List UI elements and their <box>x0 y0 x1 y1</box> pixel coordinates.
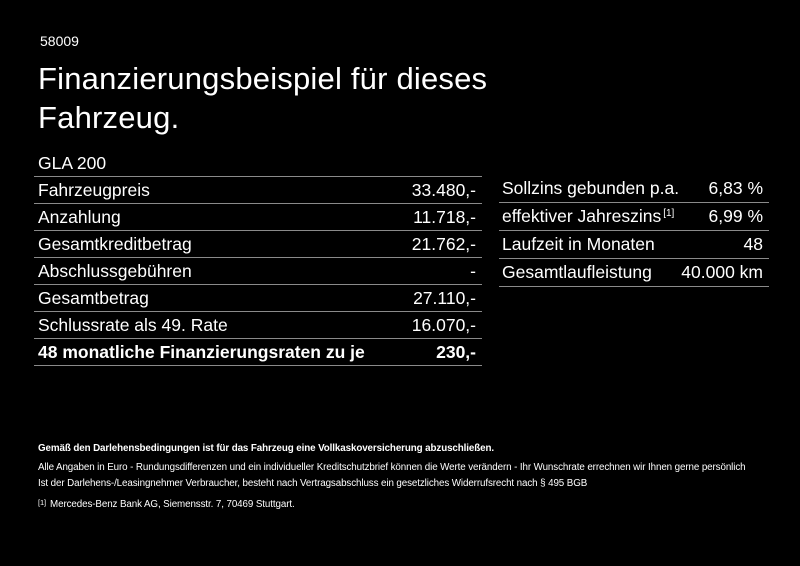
finance-row-abschlussgebuehren: Abschlussgebühren - <box>34 258 482 285</box>
finance-row-gesamtkreditbetrag: Gesamtkreditbetrag 21.762,- <box>34 231 482 258</box>
insurance-note: Gemäß den Darlehensbedingungen ist für d… <box>38 443 494 454</box>
row-value: 40.000 km <box>681 262 763 282</box>
row-value: 6,99 % <box>708 206 763 226</box>
conditions-row-gesamtlaufleistung: Gesamtlaufleistung 40.000 km <box>499 259 769 287</box>
row-value: 11.718,- <box>413 206 476 227</box>
footnote-marker: [1] <box>38 498 47 507</box>
finance-row-schlussrate: Schlussrate als 49. Rate 16.070,- <box>34 312 482 339</box>
row-label: Gesamtbetrag <box>38 287 149 308</box>
conditions-row-laufzeit: Laufzeit in Monaten 48 <box>499 231 769 259</box>
row-label-text: effektiver Jahreszins <box>502 206 662 226</box>
offer-number: 58009 <box>40 33 79 49</box>
row-value: 230,- <box>436 341 476 362</box>
finance-row-monatsrate: 48 monatliche Finanzierungsraten zu je 2… <box>34 339 482 366</box>
row-value: 21.762,- <box>411 233 476 254</box>
row-label: Abschlussgebühren <box>38 260 192 281</box>
row-label: Anzahlung <box>38 206 121 227</box>
finance-row-gesamtbetrag: Gesamtbetrag 27.110,- <box>34 285 482 312</box>
row-label: effektiver Jahreszins [1] <box>502 206 674 227</box>
model-name: GLA 200 <box>38 152 107 173</box>
footnote-reference: [1] <box>663 208 675 219</box>
conditions-row-sollzins: Sollzins gebunden p.a. 6,83 % <box>499 175 769 203</box>
conditions-table: Sollzins gebunden p.a. 6,83 % effektiver… <box>499 175 769 287</box>
row-value: 27.110,- <box>413 287 476 308</box>
conditions-row-effektiver-jahreszins: effektiver Jahreszins [1] 6,99 % <box>499 203 769 231</box>
row-value: 6,83 % <box>708 178 763 198</box>
model-row: GLA 200 <box>34 150 482 177</box>
row-label: Sollzins gebunden p.a. <box>502 178 680 198</box>
legal-footer: Gemäß den Darlehensbedingungen ist für d… <box>38 442 798 511</box>
row-label: Schlussrate als 49. Rate <box>38 314 228 335</box>
finance-row-anzahlung: Anzahlung 11.718,- <box>34 204 482 231</box>
withdrawal-note: Ist der Darlehens-/Leasingnehmer Verbrau… <box>38 478 588 489</box>
row-value: - <box>470 260 476 281</box>
row-label: Gesamtlaufleistung <box>502 262 652 282</box>
values-note: Alle Angaben in Euro - Rundungsdifferenz… <box>38 462 746 473</box>
row-value: 33.480,- <box>411 179 476 200</box>
finance-row-fahrzeugpreis: Fahrzeugpreis 33.480,- <box>34 177 482 204</box>
row-label: 48 monatliche Finanzierungsraten zu je <box>38 341 365 362</box>
row-value: 48 <box>743 234 763 254</box>
footnote-text: Mercedes-Benz Bank AG, Siemensstr. 7, 70… <box>50 499 295 510</box>
bank-footnote: [1] Mercedes-Benz Bank AG, Siemensstr. 7,… <box>38 496 798 511</box>
row-label: Fahrzeugpreis <box>38 179 150 200</box>
finance-table: GLA 200 Fahrzeugpreis 33.480,- Anzahlung… <box>34 150 482 366</box>
row-label: Laufzeit in Monaten <box>502 234 655 254</box>
row-label: Gesamtkreditbetrag <box>38 233 192 254</box>
page-title: Finanzierungsbeispiel für dieses Fahrzeu… <box>38 61 488 135</box>
row-value: 16.070,- <box>411 314 476 335</box>
